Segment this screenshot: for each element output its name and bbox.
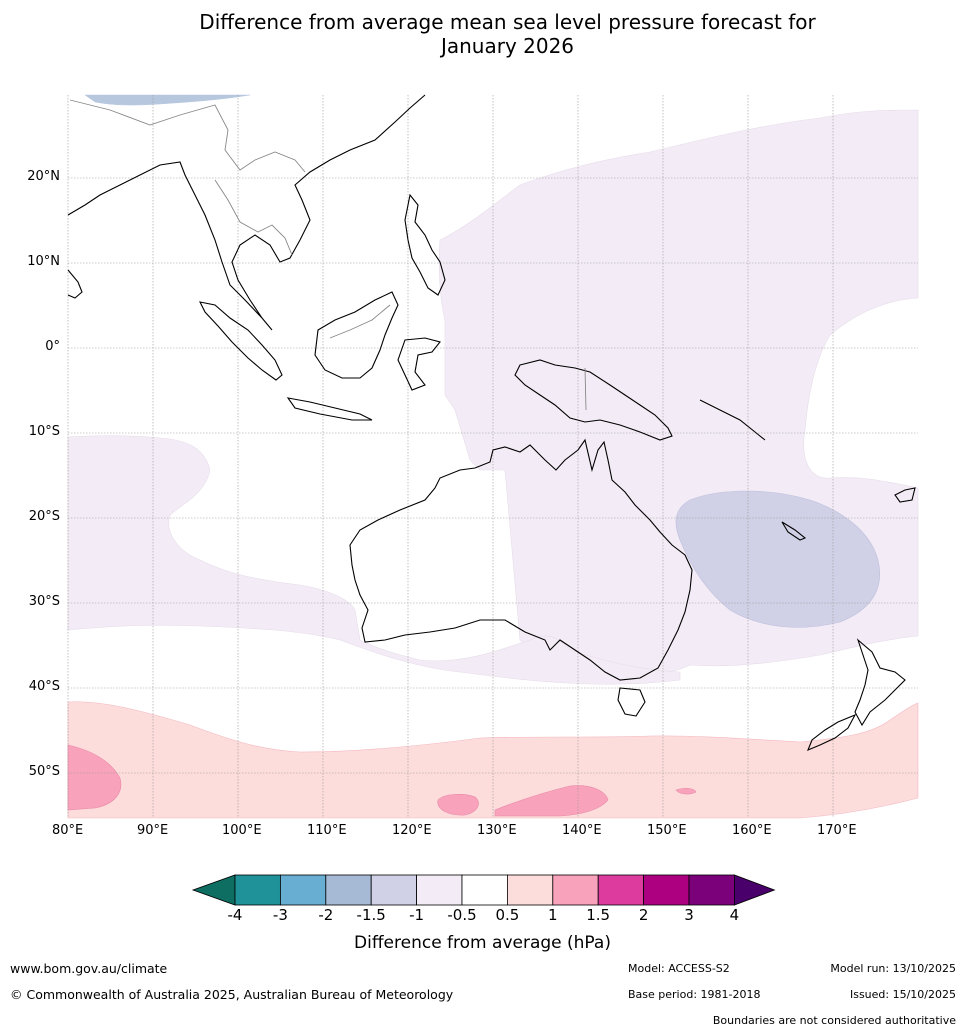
lon-label: 110°E — [307, 823, 347, 838]
colorbar-tick: -1.5 — [356, 906, 386, 924]
colorbar-tick: -1 — [409, 906, 425, 924]
lon-label: 80°E — [52, 823, 84, 838]
footer-disclaimer: Boundaries are not considered authoritat… — [712, 1014, 956, 1027]
coastlines — [67, 94, 916, 752]
lon-label: 150°E — [647, 823, 687, 838]
colorbar-tick: -0.5 — [447, 906, 477, 924]
map-title: Difference from average mean sea level p… — [0, 10, 965, 58]
colorbar-segment — [552, 874, 599, 906]
coastline-solomons — [699, 399, 766, 441]
coastline-sulawesi — [397, 337, 441, 391]
footer-model: Model: ACCESS-S2 — [628, 962, 730, 975]
border-indochina — [214, 179, 293, 256]
colorbar-extend-high — [734, 874, 776, 906]
lat-label: 30°S — [28, 594, 60, 609]
lat-label: 10°N — [27, 254, 60, 269]
colorbar-segment — [325, 874, 372, 906]
colorbar-tick: 1.5 — [586, 906, 611, 924]
colorbar-segment — [506, 874, 554, 906]
footer-issued: Issued: 15/10/2025 — [849, 988, 956, 1001]
border-borneo — [329, 304, 391, 339]
colorbar-tick: 2 — [638, 906, 649, 924]
colorbar-segment — [643, 874, 690, 906]
lon-label: 120°E — [392, 823, 432, 838]
country-borders — [69, 99, 587, 411]
coastline-nz-north — [854, 638, 906, 727]
title-line-1: Difference from average mean sea level p… — [199, 10, 816, 34]
lon-label: 130°E — [477, 823, 517, 838]
coastline-java — [286, 397, 373, 421]
lon-label: 90°E — [137, 823, 169, 838]
anomaly-pink-band — [67, 701, 919, 819]
anomaly-lilac-blob — [675, 490, 880, 628]
colorbar-extend-low — [191, 874, 236, 906]
colorbar-segment — [688, 874, 735, 906]
colorbar-segment — [416, 874, 463, 906]
colorbar-tick: -3 — [272, 906, 288, 924]
lat-label: 20°S — [28, 509, 60, 524]
border-new-guinea — [584, 367, 587, 411]
coastline-new-caledonia — [781, 521, 807, 541]
lon-label: 140°E — [562, 823, 602, 838]
coastline-new-guinea — [514, 359, 673, 441]
coastline-sumatra — [199, 301, 283, 381]
title-line-2: January 2026 — [440, 34, 575, 58]
coastline-nz-south — [807, 713, 857, 752]
coastline-australia — [349, 438, 693, 681]
coastline-asia-mainland — [67, 94, 426, 331]
anomaly-pink-patch-1 — [437, 794, 479, 816]
anomaly-pink-patch-3 — [675, 787, 697, 795]
anomaly-pink-patch-2 — [494, 785, 609, 817]
lon-label: 100°E — [222, 823, 262, 838]
coastline-fiji — [894, 487, 916, 503]
colorbar-tick: 1 — [548, 906, 558, 924]
coastline-philippines — [404, 193, 446, 296]
lat-label: 40°S — [28, 679, 60, 694]
colorbar-segment — [461, 874, 508, 906]
colorbar-tick: 3 — [684, 906, 694, 924]
footer-base-period: Base period: 1981-2018 — [628, 988, 761, 1001]
anomaly-pink-patch-west — [67, 744, 122, 811]
colorbar-segment — [234, 874, 281, 906]
colorbar-tick: 0.5 — [495, 906, 520, 924]
coastline-borneo — [314, 291, 399, 379]
colorbar-segment — [370, 874, 418, 906]
colorbar-tick: -4 — [227, 906, 243, 924]
footer-copyright: © Commonwealth of Australia 2025, Austra… — [10, 987, 454, 1002]
border-asia — [69, 99, 306, 173]
colorbar-tick: -2 — [318, 906, 334, 924]
lon-label: 170°E — [817, 823, 857, 838]
anomaly-blue-topleft — [84, 94, 251, 106]
gridlines — [67, 95, 918, 818]
lat-label: 0° — [45, 339, 60, 354]
colorbar-tick: 4 — [729, 906, 740, 924]
anomaly-lightpurple-west — [67, 435, 681, 685]
coastline-tasmania — [617, 687, 646, 717]
lon-label: 160°E — [732, 823, 772, 838]
footer-website[interactable]: www.bom.gov.au/climate — [10, 961, 168, 976]
lat-label: 50°S — [28, 764, 60, 779]
colorbar-title: Difference from average (hPa) — [354, 933, 611, 953]
lat-label: 10°S — [28, 424, 60, 439]
lat-label: 20°N — [27, 169, 60, 184]
coastline-india — [67, 269, 83, 299]
colorbar — [191, 874, 776, 906]
anomaly-layers — [67, 94, 919, 819]
colorbar-segment — [597, 874, 645, 906]
footer-model-run: Model run: 13/10/2025 — [830, 962, 956, 975]
colorbar-segment — [279, 874, 327, 906]
